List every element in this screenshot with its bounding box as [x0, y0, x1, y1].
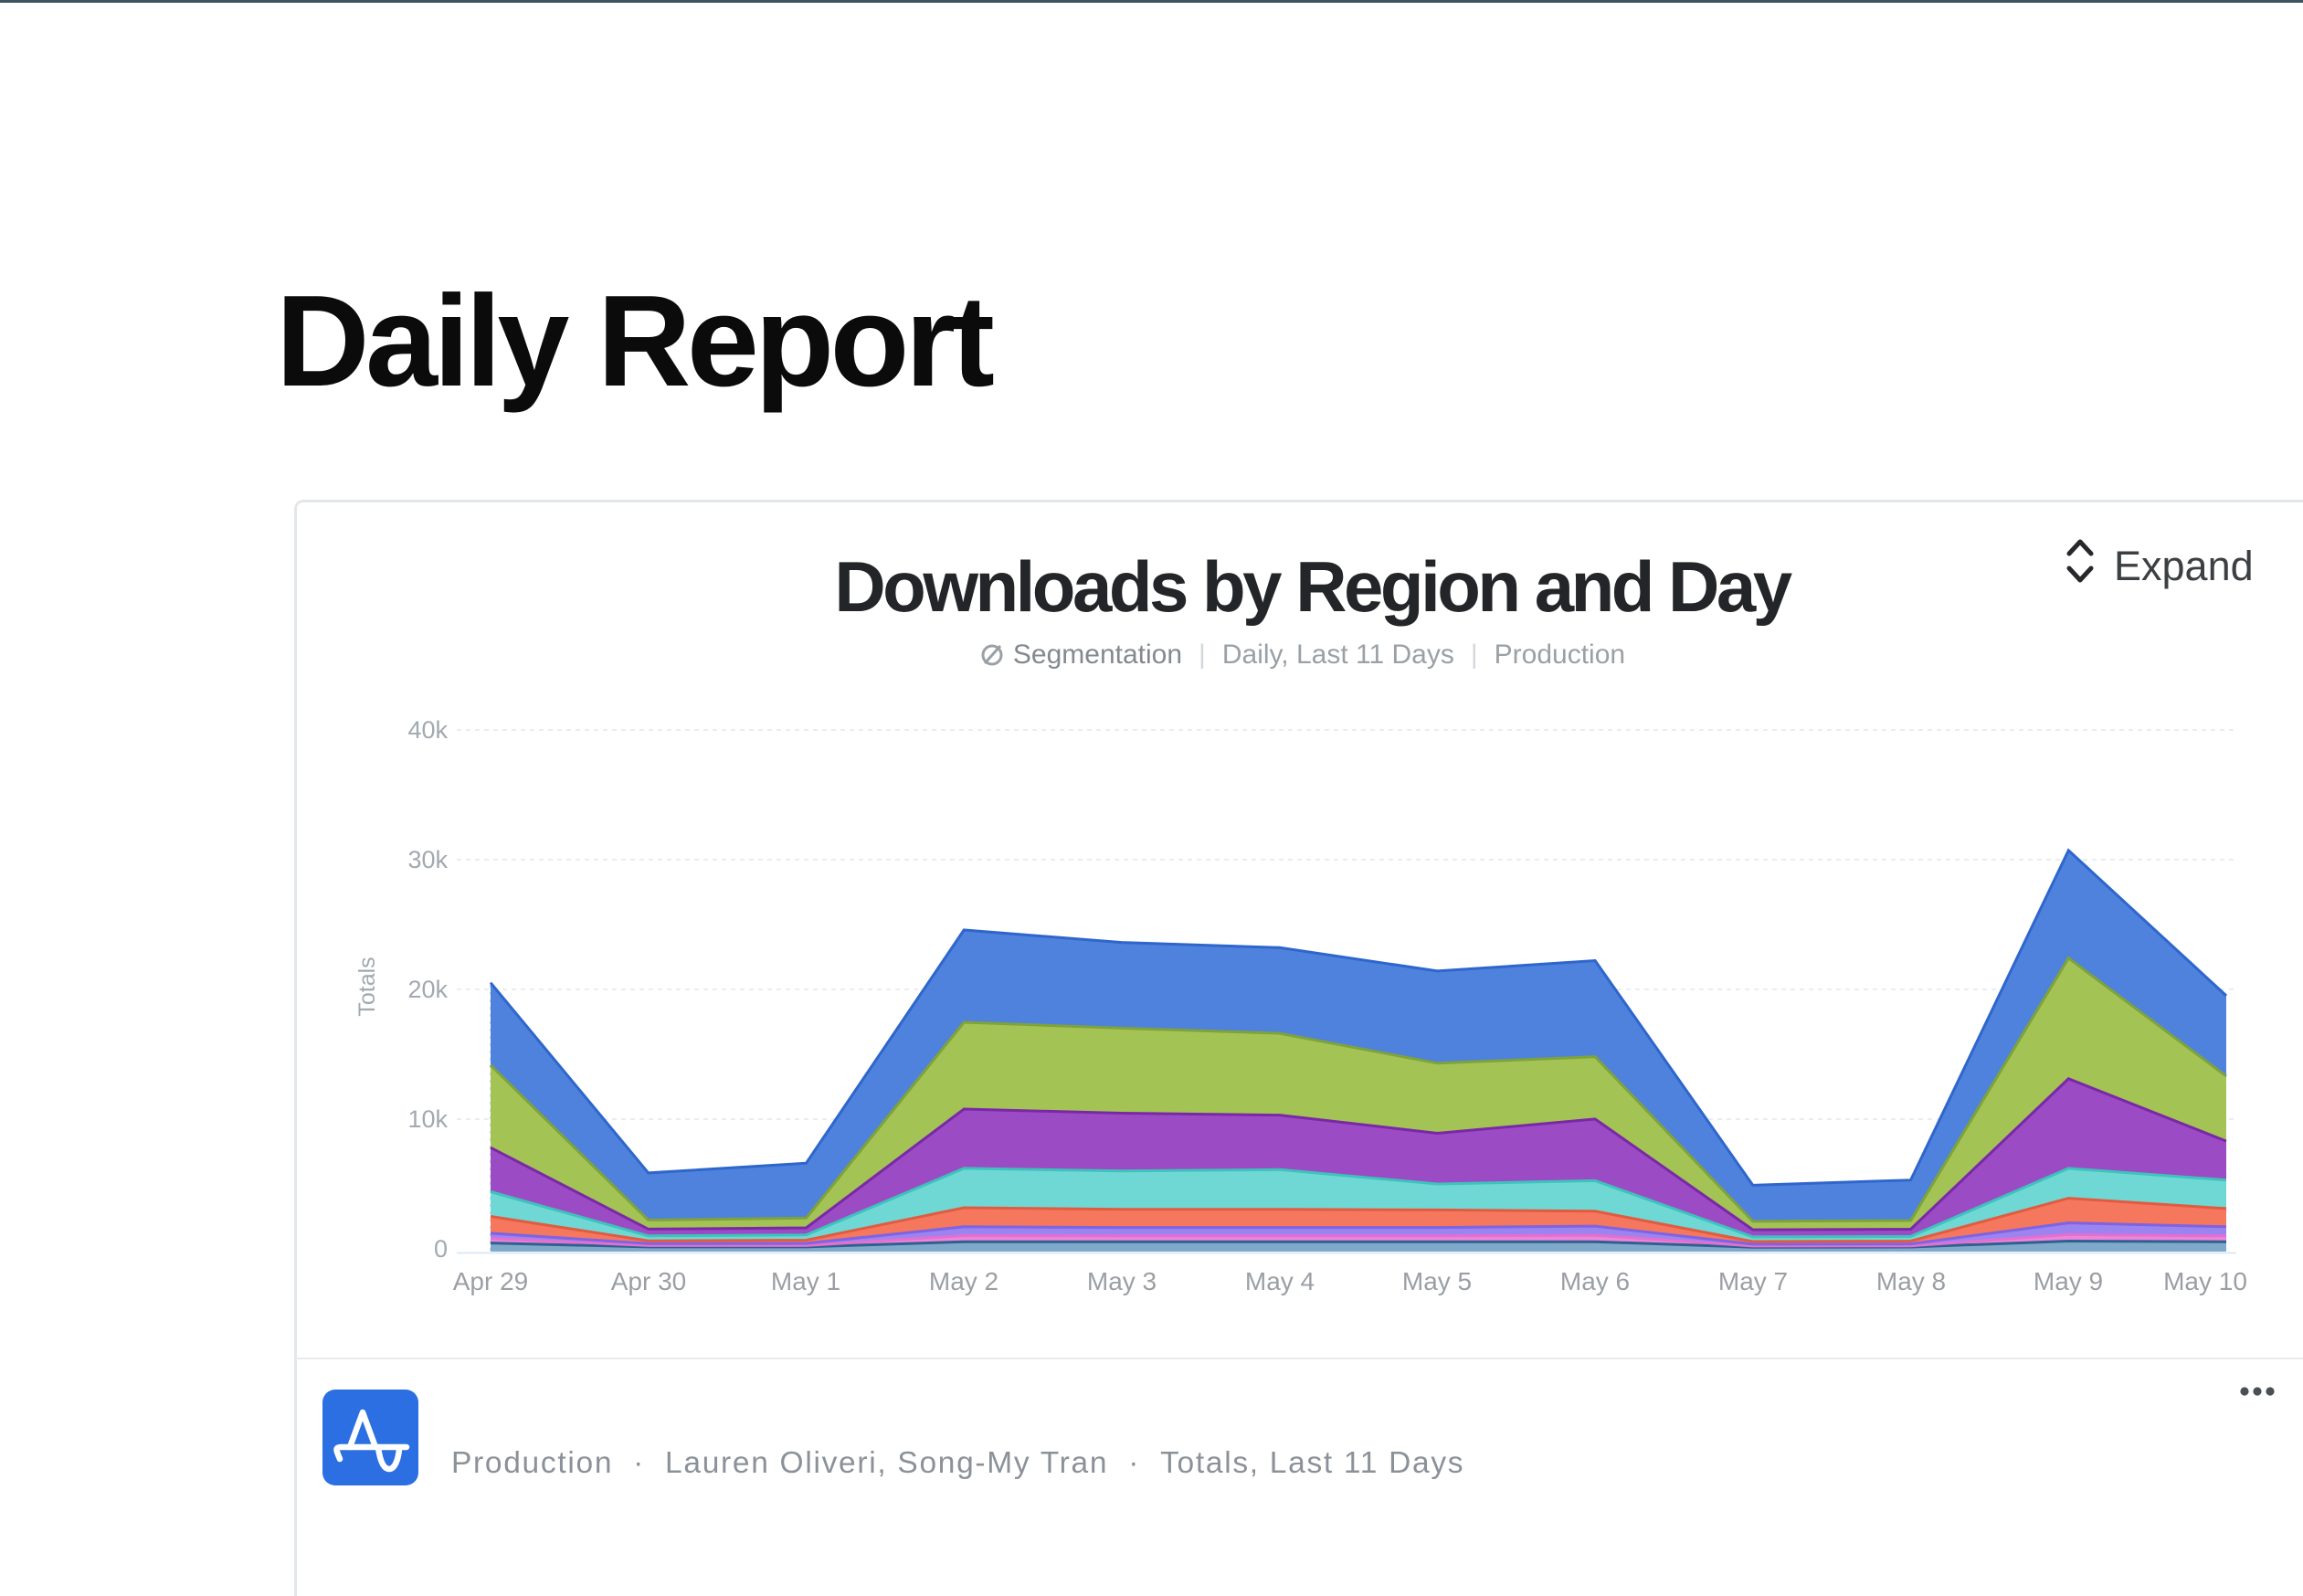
svg-text:40k: 40k	[407, 716, 448, 744]
svg-text:0: 0	[434, 1235, 448, 1263]
svg-text:Totals: Totals	[354, 957, 380, 1016]
svg-text:10k: 10k	[407, 1105, 448, 1133]
svg-text:May 7: May 7	[1718, 1267, 1788, 1295]
svg-text:Apr 30: Apr 30	[611, 1267, 687, 1295]
svg-text:20k: 20k	[407, 976, 448, 1003]
svg-text:May 10: May 10	[2163, 1267, 2247, 1295]
svg-text:May 2: May 2	[929, 1267, 998, 1295]
svg-text:May 1: May 1	[771, 1267, 840, 1295]
svg-text:May 4: May 4	[1245, 1267, 1315, 1295]
svg-text:30k: 30k	[407, 846, 448, 873]
svg-text:May 6: May 6	[1560, 1267, 1630, 1295]
svg-text:Apr 29: Apr 29	[453, 1267, 529, 1295]
svg-text:May 9: May 9	[2034, 1267, 2103, 1295]
svg-text:May 3: May 3	[1087, 1267, 1157, 1295]
svg-text:May 8: May 8	[1876, 1267, 1946, 1295]
svg-text:May 5: May 5	[1402, 1267, 1472, 1295]
